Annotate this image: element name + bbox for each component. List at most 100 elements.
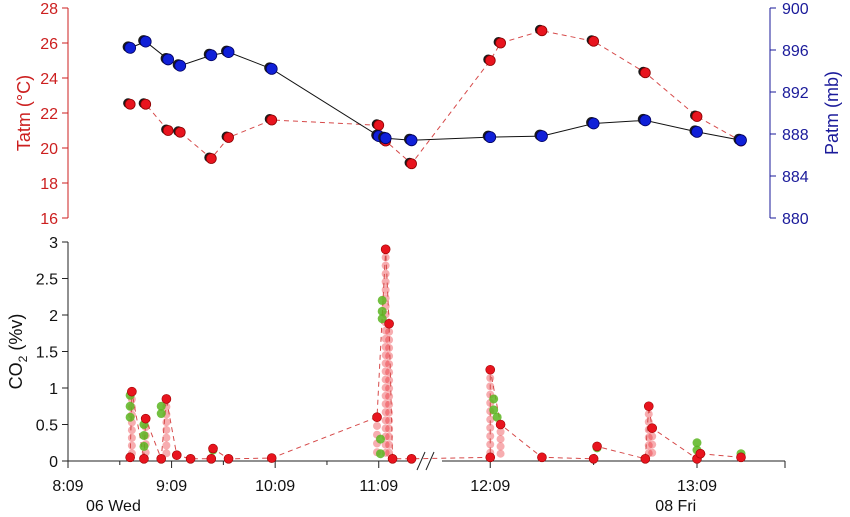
temperature-point (223, 132, 234, 143)
co2-red-point (208, 443, 218, 454)
co2-green-point (692, 438, 702, 448)
co2-red-point (406, 454, 417, 464)
co2-red-point (139, 454, 149, 464)
co2-sample-faded (381, 359, 390, 368)
pressure-axis-title: Patm (mb) (822, 71, 842, 155)
co2-red-point (592, 441, 602, 452)
co2-tick-label: 0 (49, 454, 58, 471)
temperature-point (588, 35, 600, 47)
co2-red-point (156, 454, 167, 464)
co2-sample-faded (648, 448, 657, 457)
co2-sample-faded (381, 343, 390, 352)
co2-red-point (140, 413, 151, 424)
co2-sample-faded (381, 400, 390, 409)
time-tick-label: 10:09 (255, 478, 295, 495)
co2-sample-faded (496, 435, 505, 444)
co2-sample-faded (496, 427, 505, 436)
pressure-point (205, 49, 218, 62)
co2-red-point (640, 454, 651, 464)
co2-sample-faded (385, 424, 394, 433)
temperature-point (536, 25, 548, 37)
pressure-point (587, 117, 600, 130)
temperature-tick-label: 26 (40, 36, 58, 53)
co2-green-point (375, 449, 385, 459)
temperature-point (205, 153, 217, 164)
co2-sample-faded (381, 424, 390, 433)
co2-sample-faded (385, 368, 394, 377)
pressure-point (639, 114, 652, 127)
pressure-tick-label: 880 (782, 211, 809, 228)
co2-sample-faded (381, 277, 390, 286)
temperature-point (406, 158, 417, 170)
co2-title-part: CO (6, 362, 26, 389)
co2-green-point (489, 405, 499, 415)
co2-red-point (695, 448, 706, 459)
co2-sample-faded (385, 432, 394, 441)
co2-red-point (127, 386, 137, 397)
co2-tick-label: 3 (49, 235, 58, 252)
co2-tick-label: 1 (49, 381, 58, 398)
co2-red-point (125, 452, 135, 463)
co2-sample-faded (486, 440, 495, 449)
co2-sample-faded (381, 261, 390, 270)
temperature-point (140, 98, 152, 110)
co2-sample-faded (385, 400, 394, 409)
co2-sample-faded (381, 391, 390, 400)
pressure-point (379, 132, 392, 145)
temperature-point (124, 98, 136, 110)
co2-sample-faded (162, 433, 171, 442)
co2-red-point (161, 394, 172, 404)
temperature-tick-label: 20 (40, 141, 58, 158)
day-label: 08 Fri (655, 498, 696, 515)
co2-red-point (223, 454, 234, 464)
co2-sample-faded (381, 326, 390, 335)
co2-red-point (736, 452, 746, 463)
co2-green-point (377, 306, 387, 316)
pressure-tick-label: 884 (782, 169, 809, 186)
co2-title-part: (%v) (6, 314, 26, 356)
time-tick-label: 13:09 (677, 478, 717, 495)
time-tick-label: 8:09 (52, 478, 83, 495)
co2-red-point (537, 452, 547, 463)
co2-green-point (125, 412, 135, 422)
co2-red-point (643, 401, 654, 412)
co2-red-point (588, 454, 599, 464)
co2-sample-faded (385, 408, 394, 417)
co2-red-point (185, 454, 196, 464)
co2-red-point (372, 412, 382, 423)
pressure-point (162, 53, 175, 66)
co2-red-point (384, 318, 394, 329)
temperature-point (266, 114, 278, 126)
co2-red-point (206, 454, 217, 464)
co2-sample-faded (385, 384, 394, 393)
time-tick-label: 12:09 (470, 478, 510, 495)
co2-sample-faded (381, 416, 390, 425)
temperature-tick-label: 16 (40, 211, 58, 228)
co2-red-point (171, 450, 182, 460)
temperature-tick-label: 28 (40, 1, 58, 18)
co2-tick-label: 1.5 (36, 345, 58, 362)
day-label: 06 Wed (86, 498, 141, 515)
co2-sample-faded (648, 432, 657, 441)
temperature-tick-label: 22 (40, 106, 58, 123)
pressure-tick-label: 896 (782, 43, 809, 60)
co2-sample-faded (385, 440, 394, 449)
co2-green-point (156, 409, 166, 419)
pressure-tick-label: 888 (782, 127, 809, 144)
temperature-tick-label: 24 (40, 71, 58, 88)
pressure-point (265, 63, 278, 75)
co2-title-subscript: 2 (16, 355, 30, 362)
co2-sample-faded (381, 334, 390, 343)
co2-sample-faded (648, 440, 657, 449)
co2-sample-faded (385, 376, 394, 385)
co2-sample-faded (385, 352, 394, 361)
temperature-point (495, 37, 506, 49)
co2-axis-title: CO2 (%v) (6, 314, 30, 390)
co2-sample-faded (162, 425, 171, 434)
co2-sample-faded (381, 375, 390, 384)
co2-sample-faded (381, 440, 390, 449)
pressure-point (536, 130, 548, 143)
co2-tick-label: 0.5 (36, 418, 58, 435)
